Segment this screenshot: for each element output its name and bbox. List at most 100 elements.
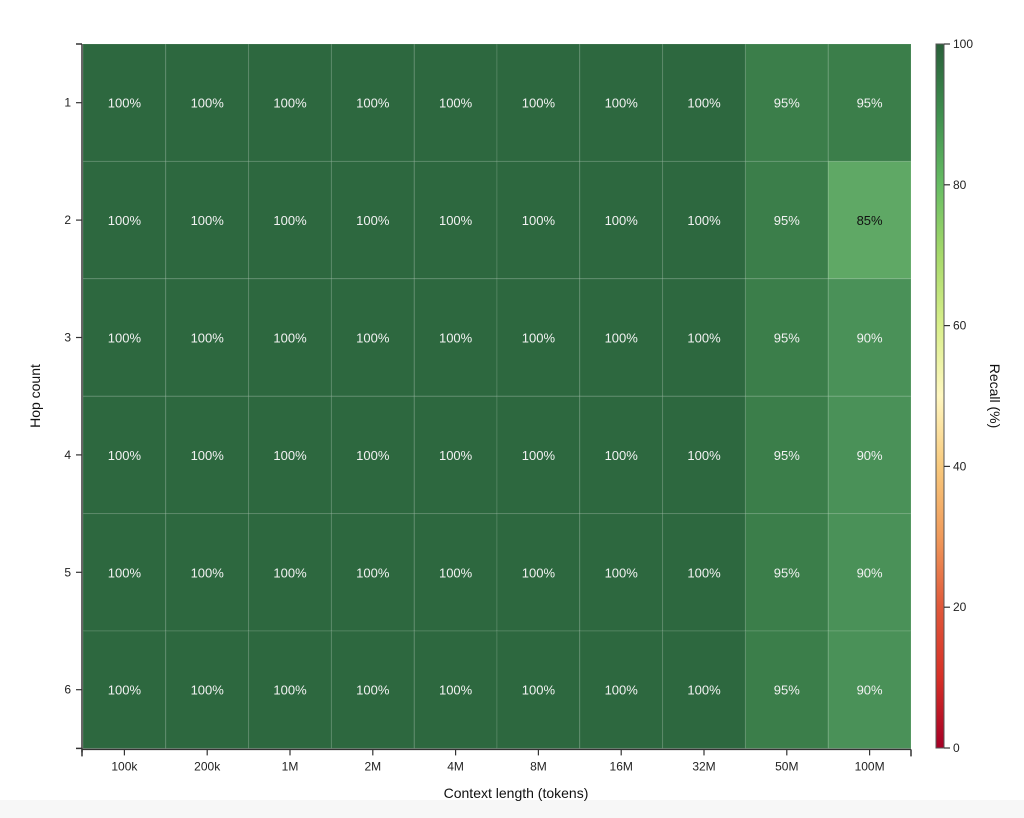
cell-value-label: 100% xyxy=(605,565,639,580)
cell-value-label: 100% xyxy=(439,683,473,698)
cell-value-label: 100% xyxy=(439,565,473,580)
cell-value-label: 95% xyxy=(774,331,800,346)
cell-value-label: 100% xyxy=(439,213,473,228)
heatmap-cell xyxy=(662,278,746,397)
cell-value-label: 100% xyxy=(522,213,556,228)
heatmap-cell xyxy=(827,395,912,515)
heatmap-cell xyxy=(330,513,415,632)
cell-value-label: 100% xyxy=(273,448,307,463)
x-tick-label: 200k xyxy=(194,759,221,773)
cell-value-label: 100% xyxy=(273,96,307,111)
cell-value-label: 90% xyxy=(857,448,883,463)
x-tick-label: 2M xyxy=(364,759,381,773)
y-tick-label: 6 xyxy=(64,683,71,697)
heatmap-cells: 100% 100% 100% 100% 100% 100% 100% 100% 95% 95% 10… xyxy=(82,43,912,749)
cell-value-label: 100% xyxy=(522,96,556,111)
cell-value-label: 100% xyxy=(522,565,556,580)
cell-value-label: 100% xyxy=(522,448,556,463)
heatmap-cell xyxy=(662,160,746,280)
cell-value-label: 100% xyxy=(108,331,142,346)
heatmap-cell xyxy=(330,395,415,515)
cell-value-label: 95% xyxy=(857,96,883,111)
heatmap-cell xyxy=(165,395,250,515)
cell-value-label: 90% xyxy=(857,565,883,580)
heatmap-cell xyxy=(248,513,332,632)
heatmap-cell xyxy=(413,160,498,280)
cell-value-label: 100% xyxy=(108,448,142,463)
colorbar-label: Recall (%) xyxy=(987,364,1003,429)
heatmap-cell xyxy=(330,278,415,397)
heatmap-cell xyxy=(165,630,250,749)
cell-value-label: 100% xyxy=(439,448,473,463)
cell-value-label: 100% xyxy=(191,683,225,698)
cell-value-label: 90% xyxy=(857,683,883,698)
cell-value-label: 95% xyxy=(774,683,800,698)
cell-value-label: 100% xyxy=(605,96,639,111)
heatmap-cell xyxy=(827,160,912,280)
heatmap-cell xyxy=(496,630,581,749)
cell-value-label: 100% xyxy=(356,96,390,111)
x-tick-label: 100M xyxy=(855,759,885,773)
y-tick-label: 4 xyxy=(64,448,71,462)
cell-value-label: 95% xyxy=(774,96,800,111)
x-tick-label: 32M xyxy=(692,759,715,773)
cell-value-label: 100% xyxy=(191,213,225,228)
x-tick-label: 50M xyxy=(775,759,798,773)
heatmap-cell xyxy=(827,630,912,749)
colorbar-tick-label: 20 xyxy=(953,600,967,614)
heatmap-cell xyxy=(248,160,332,280)
colorbar-gradient xyxy=(935,43,945,749)
y-tick-label: 2 xyxy=(64,213,71,227)
cell-value-label: 100% xyxy=(687,96,721,111)
heatmap-cell xyxy=(248,395,332,515)
colorbar-tick-label: 80 xyxy=(953,178,967,192)
x-tick-label: 4M xyxy=(447,759,464,773)
cell-value-label: 100% xyxy=(108,96,142,111)
cell-value-label: 100% xyxy=(605,331,639,346)
cell-value-label: 100% xyxy=(687,331,721,346)
heatmap-cell xyxy=(827,513,912,632)
heatmap-cell xyxy=(496,278,581,397)
heatmap-cell xyxy=(744,630,829,749)
x-tick-label: 100k xyxy=(111,759,138,773)
cell-value-label: 100% xyxy=(108,565,142,580)
cell-value-label: 100% xyxy=(605,213,639,228)
cell-value-label: 100% xyxy=(356,683,390,698)
y-tick-label: 1 xyxy=(64,96,71,110)
cell-value-label: 100% xyxy=(439,331,473,346)
colorbar-tick-label: 40 xyxy=(953,459,967,473)
heatmap-cell xyxy=(330,160,415,280)
axes: 1 2 3 4 5 6 100k 200k 1M 2M 4M 8M 16M 32M 50M 100M xyxy=(64,43,912,773)
cell-value-label: 100% xyxy=(191,448,225,463)
heatmap-cell xyxy=(579,278,664,397)
heatmap-cell xyxy=(165,278,250,397)
cell-value-label: 100% xyxy=(439,96,473,111)
colorbar-tick-label: 60 xyxy=(953,319,967,333)
x-tick-label: 16M xyxy=(610,759,633,773)
cell-value-label: 100% xyxy=(687,565,721,580)
cell-value-label: 100% xyxy=(191,331,225,346)
cell-value-label: 100% xyxy=(356,565,390,580)
cell-value-label: 100% xyxy=(191,565,225,580)
cell-value-label: 95% xyxy=(774,213,800,228)
cell-value-label: 100% xyxy=(687,213,721,228)
heatmap-cell xyxy=(82,160,167,280)
x-tick-label: 8M xyxy=(530,759,547,773)
heatmap-cell xyxy=(744,160,829,280)
heatmap-cell xyxy=(662,630,746,749)
heatmap-cell xyxy=(579,43,664,162)
heatmap-cell xyxy=(165,160,250,280)
heatmap-cell xyxy=(82,513,167,632)
heatmap-cell xyxy=(82,395,167,515)
cell-value-label: 100% xyxy=(273,683,307,698)
y-axis-label: Hop count xyxy=(27,364,43,428)
heatmap-cell xyxy=(82,630,167,749)
heatmap-cell xyxy=(496,43,581,162)
cell-value-label: 100% xyxy=(522,683,556,698)
x-tick-label: 1M xyxy=(282,759,299,773)
heatmap-cell xyxy=(662,43,746,162)
cell-value-label: 100% xyxy=(687,683,721,698)
cell-value-label: 90% xyxy=(857,331,883,346)
heatmap-cell xyxy=(496,513,581,632)
